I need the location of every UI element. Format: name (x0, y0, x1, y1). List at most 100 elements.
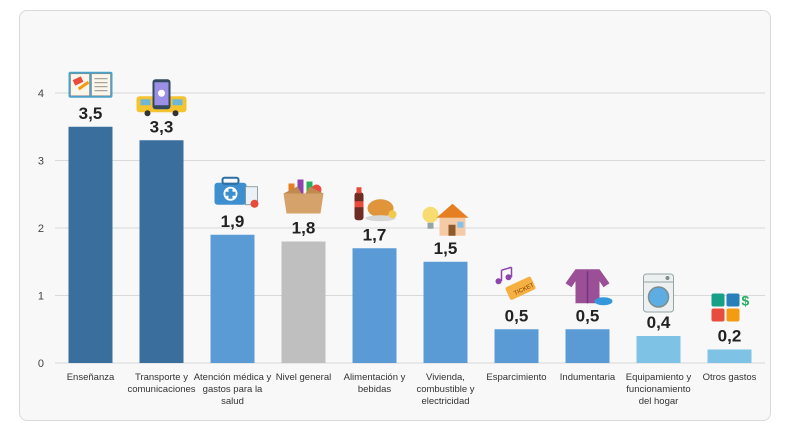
icon-part (647, 286, 670, 308)
icon-part (305, 186, 324, 194)
icon-part (91, 73, 111, 97)
icon-part (505, 274, 512, 281)
icon-part (388, 210, 397, 219)
icon-part (140, 99, 151, 106)
icon-part (288, 183, 295, 194)
icon-part (436, 203, 469, 218)
bar (68, 126, 113, 363)
icon-part (665, 276, 670, 280)
icon-part (77, 80, 90, 91)
icon-part (250, 199, 259, 208)
icon-part (365, 215, 396, 222)
bar (565, 329, 610, 363)
bar (636, 336, 681, 363)
x-tick-label: Transporte y comunicaciones (127, 372, 195, 395)
x-tick-label-line: Nivel general (276, 372, 331, 383)
icon-part (144, 110, 151, 117)
value-label: 3,5 (79, 104, 103, 123)
icon-part (225, 191, 236, 196)
y-tick-label: 3 (38, 156, 44, 168)
bar (494, 329, 539, 363)
icon-part (505, 276, 536, 300)
x-tick-label: Enseñanza (67, 372, 115, 383)
x-tick-label-line: salud (221, 396, 244, 407)
x-tick-label-line: Equipamiento y (626, 372, 692, 383)
value-label: 3,3 (150, 117, 174, 136)
x-tick-label-line: gastos para la (203, 384, 263, 395)
icon-part (158, 89, 165, 97)
icon-part (495, 278, 502, 285)
bar (139, 140, 184, 363)
value-label: 1,7 (363, 225, 387, 244)
x-tick-label: Vivienda, combustible y electricidad (416, 372, 474, 407)
food-drink-icon (354, 187, 397, 222)
icon-part (172, 99, 183, 106)
x-tick-label-line: combustible y (416, 384, 474, 395)
x-tick-label: Alimentación y bebidas (344, 372, 406, 395)
icon-part (711, 308, 725, 322)
x-tick-label: Equipamiento y funcionamiento del hogar (626, 372, 692, 407)
x-tick-label-line: Indumentaria (560, 372, 616, 383)
y-tick-label: 1 (38, 291, 44, 303)
icon-part (356, 187, 362, 194)
x-tick-label-line: comunicaciones (127, 384, 195, 395)
icon-part (354, 201, 364, 208)
icon-part (72, 76, 84, 86)
x-tick-label-line: Atención médica y (194, 372, 272, 383)
icon-part (283, 186, 302, 194)
x-tick-label: Esparcimiento (486, 372, 546, 383)
icon-part (501, 266, 512, 271)
icon-part (594, 297, 613, 306)
y-tick-label: 2 (38, 223, 44, 235)
house-bulb-icon (422, 203, 469, 236)
bar (281, 241, 326, 363)
x-tick-label: Indumentaria (560, 372, 616, 383)
x-axis-labels: Enseñanza Transporte y comunicacionesAtenc… (67, 372, 757, 407)
x-tick-label-line: Esparcimiento (486, 372, 546, 383)
icon-part (367, 199, 394, 218)
icon-part (427, 222, 434, 229)
x-tick-label-line: Otros gastos (703, 372, 757, 383)
x-tick-label-line: funcionamiento (626, 384, 690, 395)
bar (707, 349, 752, 363)
value-label: 0,5 (576, 306, 600, 325)
value-labels: 3,5 3,3 1,9 1,8 1,7 1,5 0,5 0,5 0,4 0,2 (79, 104, 742, 346)
value-label: 1,5 (434, 239, 458, 258)
value-label: 1,9 (221, 212, 245, 231)
x-tick-label-line: electricidad (421, 396, 469, 407)
x-tick-label: Atención médica y gastos para la salud (194, 372, 272, 407)
icon-part (726, 293, 740, 307)
x-tick-label-line: del hogar (639, 396, 679, 407)
icon-part (448, 224, 456, 236)
washing-machine-icon (643, 273, 674, 313)
bars (68, 126, 752, 363)
x-tick-label-line: Enseñanza (67, 372, 115, 383)
value-label: 0,4 (647, 313, 671, 332)
icon-part (711, 293, 725, 307)
x-tick-label-line: bebidas (358, 384, 392, 395)
bar (423, 261, 468, 363)
puzzle-money-icon: $ (711, 293, 750, 322)
x-tick-label-line: Vivienda, (426, 372, 465, 383)
icon-part (422, 206, 439, 223)
phone-bus-icon (136, 79, 187, 117)
basket-box-icon (283, 179, 324, 214)
icon-part (172, 110, 179, 117)
icon-part (457, 221, 464, 228)
book-icon (68, 71, 113, 98)
value-label: 0,5 (505, 306, 529, 325)
icon-part (726, 308, 740, 322)
x-tick-label-line: Alimentación y (344, 372, 406, 383)
y-axis: 0 1 2 3 4 (38, 88, 44, 370)
dollar-sign: $ (742, 293, 750, 309)
value-label: 0,2 (718, 327, 742, 346)
icon-part (283, 193, 324, 214)
icon-part (221, 176, 240, 185)
x-tick-label: Nivel general (276, 372, 331, 383)
icon-part (297, 179, 304, 194)
value-label: 1,8 (292, 219, 316, 238)
jacket-shoes-icon (565, 269, 613, 306)
bar (352, 248, 397, 363)
medical-kit-icon (214, 176, 259, 208)
